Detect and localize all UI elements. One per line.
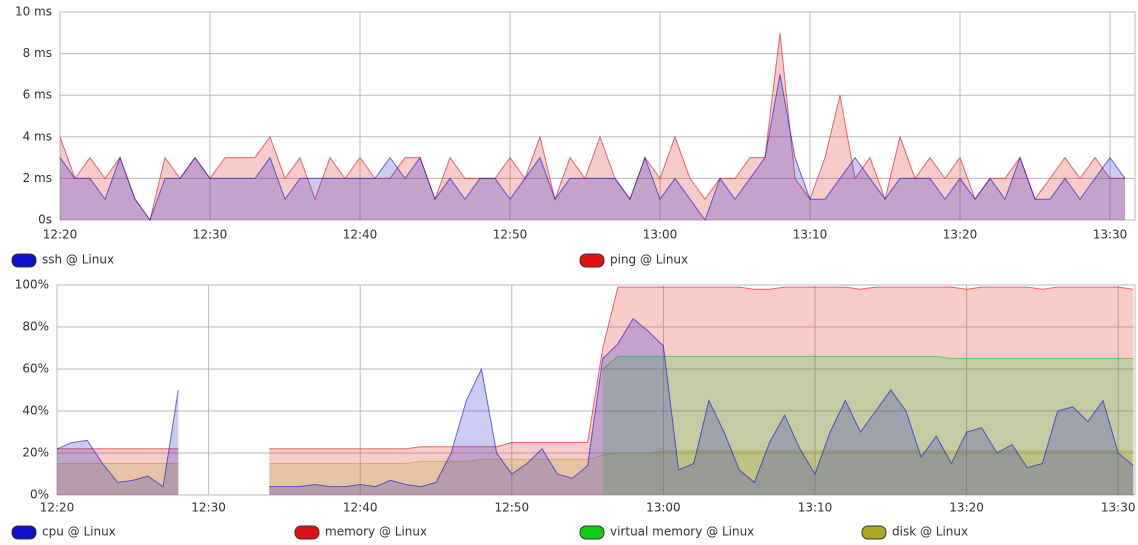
legend-label: disk @ Linux bbox=[892, 525, 968, 539]
y-tick-label: 100% bbox=[15, 278, 49, 292]
legend-swatch bbox=[579, 525, 605, 540]
legend-label: memory @ Linux bbox=[325, 525, 427, 539]
x-tick-label: 12:40 bbox=[343, 228, 378, 242]
y-tick-label: 8 ms bbox=[23, 46, 52, 60]
x-tick-label: 12:20 bbox=[43, 228, 78, 242]
legend-label: virtual memory @ Linux bbox=[610, 525, 754, 539]
legend-label: ping @ Linux bbox=[610, 253, 688, 267]
legend-swatch bbox=[861, 525, 887, 540]
legend-swatch bbox=[579, 253, 605, 268]
series-line bbox=[57, 286, 1134, 450]
series-line bbox=[59, 32, 1125, 222]
series-area bbox=[57, 450, 1134, 495]
x-tick-label: 13:10 bbox=[798, 501, 833, 515]
x-tick-label: 12:50 bbox=[495, 501, 530, 515]
legend-label: ssh @ Linux bbox=[42, 253, 114, 267]
x-tick-label: 13:30 bbox=[1101, 501, 1136, 515]
plot-area bbox=[59, 11, 1136, 221]
series-area bbox=[57, 287, 1134, 495]
series-line bbox=[59, 74, 1126, 222]
x-tick-label: 12:20 bbox=[40, 501, 75, 515]
x-tick-label: 13:20 bbox=[943, 228, 978, 242]
x-tick-label: 13:30 bbox=[1093, 228, 1128, 242]
y-tick-label: 80% bbox=[22, 320, 49, 334]
x-tick-label: 13:00 bbox=[643, 228, 678, 242]
y-tick-label: 2 ms bbox=[23, 171, 52, 185]
x-tick-label: 13:20 bbox=[949, 501, 984, 515]
x-tick-label: 12:30 bbox=[193, 228, 228, 242]
x-tick-label: 12:50 bbox=[493, 228, 528, 242]
x-tick-label: 13:00 bbox=[646, 501, 681, 515]
x-tick-label: 12:30 bbox=[191, 501, 226, 515]
y-tick-label: 0s bbox=[38, 213, 52, 227]
legend-label: cpu @ Linux bbox=[42, 525, 116, 539]
y-tick-label: 4 ms bbox=[23, 129, 52, 143]
series-area bbox=[60, 74, 1125, 221]
legend-swatch bbox=[11, 253, 37, 268]
y-tick-label: 10 ms bbox=[15, 5, 52, 19]
series-line bbox=[602, 355, 1134, 370]
y-tick-label: 60% bbox=[22, 362, 49, 376]
x-tick-label: 12:40 bbox=[343, 501, 378, 515]
series-line bbox=[57, 450, 1134, 464]
y-tick-label: 0% bbox=[30, 488, 49, 502]
y-tick-label: 40% bbox=[22, 404, 49, 418]
series-area bbox=[57, 318, 1134, 495]
x-tick-label: 13:10 bbox=[793, 228, 828, 242]
y-tick-label: 20% bbox=[22, 446, 49, 460]
legend-swatch bbox=[294, 525, 320, 540]
y-tick-label: 6 ms bbox=[23, 88, 52, 102]
series-line bbox=[56, 317, 1134, 488]
legend-swatch bbox=[11, 525, 37, 540]
